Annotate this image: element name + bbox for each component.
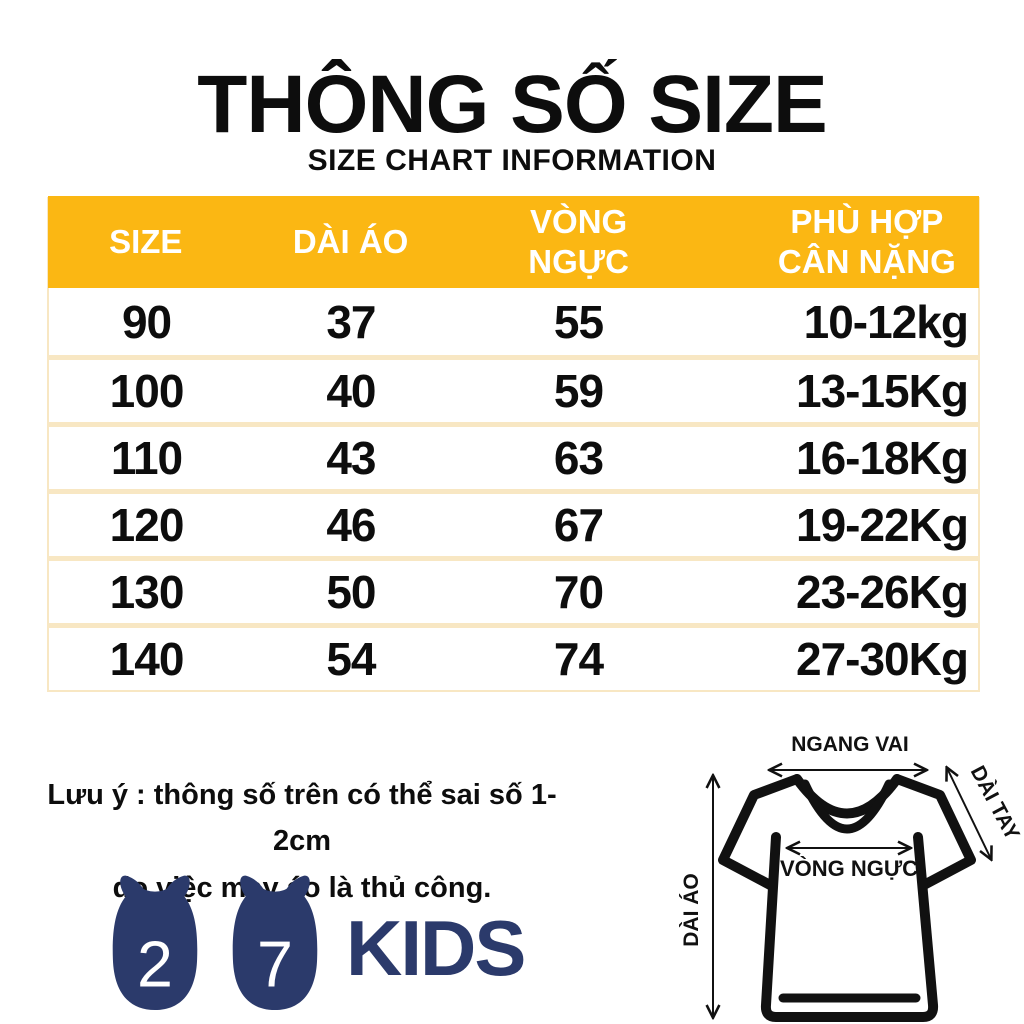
shirt-length-cell: 40: [326, 365, 376, 417]
table-row: 140 54 74 27-30Kg: [49, 623, 978, 690]
shirt-length-cell: 54: [326, 633, 376, 685]
cat-head-icon: 2: [112, 875, 198, 1011]
weight-range-cell: 10-12kg: [803, 295, 969, 348]
shirt-length-cell: 43: [326, 432, 376, 484]
table-header-row: SIZE DÀI ÁO VÒNG NGỰC PHÙ HỢP CÂN NẶNG: [48, 196, 979, 288]
header-size: SIZE: [109, 223, 183, 261]
table-body: 90 37 55 10-12kg 100 40 59 13-15Kg 110 4…: [49, 288, 978, 690]
size-cell: 100: [109, 365, 185, 417]
chest-cell: 70: [553, 566, 604, 618]
shirt-length-cell: 46: [326, 499, 376, 551]
logo-digit-7: 7: [257, 928, 293, 1001]
chest-cell: 59: [553, 365, 604, 417]
weight-range-cell: 27-30Kg: [795, 633, 969, 685]
shirt-length-cell: 37: [326, 295, 376, 348]
chest-width-label: VÒNG NGỰC: [780, 856, 918, 881]
header-dai-ao: DÀI ÁO: [292, 223, 409, 261]
weight-range-cell: 19-22Kg: [795, 499, 969, 551]
shoulder-width-label: NGANG VAI: [791, 733, 908, 756]
size-cell: 90: [121, 295, 172, 348]
cat-head-icon: 7: [232, 875, 318, 1011]
sleeve-length-arrow: [947, 768, 991, 859]
header-vong-nguc: VÒNG NGỰC: [528, 203, 629, 280]
size-cell: 130: [109, 566, 185, 618]
table-row: 110 43 63 16-18Kg: [49, 422, 978, 489]
tshirt-icon: [718, 774, 976, 1022]
size-cell: 140: [109, 633, 185, 685]
sleeve-length-label: DÀI TAY: [966, 762, 1024, 844]
table-row: 120 46 67 19-22Kg: [49, 489, 978, 556]
size-table: SIZE DÀI ÁO VÒNG NGỰC PHÙ HỢP CÂN NẶNG 9…: [47, 196, 980, 692]
tshirt-measurement-diagram: NGANG VAI DÀI ÁO DÀI TAY VÒNG NGỰC: [680, 733, 1024, 1022]
weight-range-cell: 23-26Kg: [795, 566, 969, 618]
note-line-1: Lưu ý : thông số trên có thể sai số 1-2c…: [47, 779, 557, 858]
table-row: 130 50 70 23-26Kg: [49, 556, 978, 623]
size-cell: 120: [109, 499, 185, 551]
weight-range-cell: 13-15Kg: [795, 365, 969, 417]
logo-kids-text: KIDS: [346, 904, 526, 992]
chest-cell: 55: [553, 295, 604, 348]
page-title: THÔNG SỐ SIZE: [197, 59, 827, 150]
size-cell: 110: [110, 432, 183, 484]
header-phu-hop-can-nang: PHÙ HỢP CÂN NẶNG: [777, 203, 956, 280]
chest-cell: 63: [553, 432, 604, 484]
logo-digit-2: 2: [137, 928, 173, 1001]
shirt-length-cell: 50: [326, 566, 376, 618]
weight-range-cell: 16-18Kg: [795, 432, 969, 484]
page-subtitle: SIZE CHART INFORMATION: [307, 144, 717, 177]
brand-logo: 2 7 KIDS: [106, 871, 526, 1013]
shirt-length-label: DÀI ÁO: [680, 873, 703, 947]
table-row: 90 37 55 10-12kg: [49, 288, 978, 355]
chest-cell: 74: [553, 633, 604, 685]
chest-cell: 67: [553, 499, 604, 551]
table-row: 100 40 59 13-15Kg: [49, 355, 978, 422]
